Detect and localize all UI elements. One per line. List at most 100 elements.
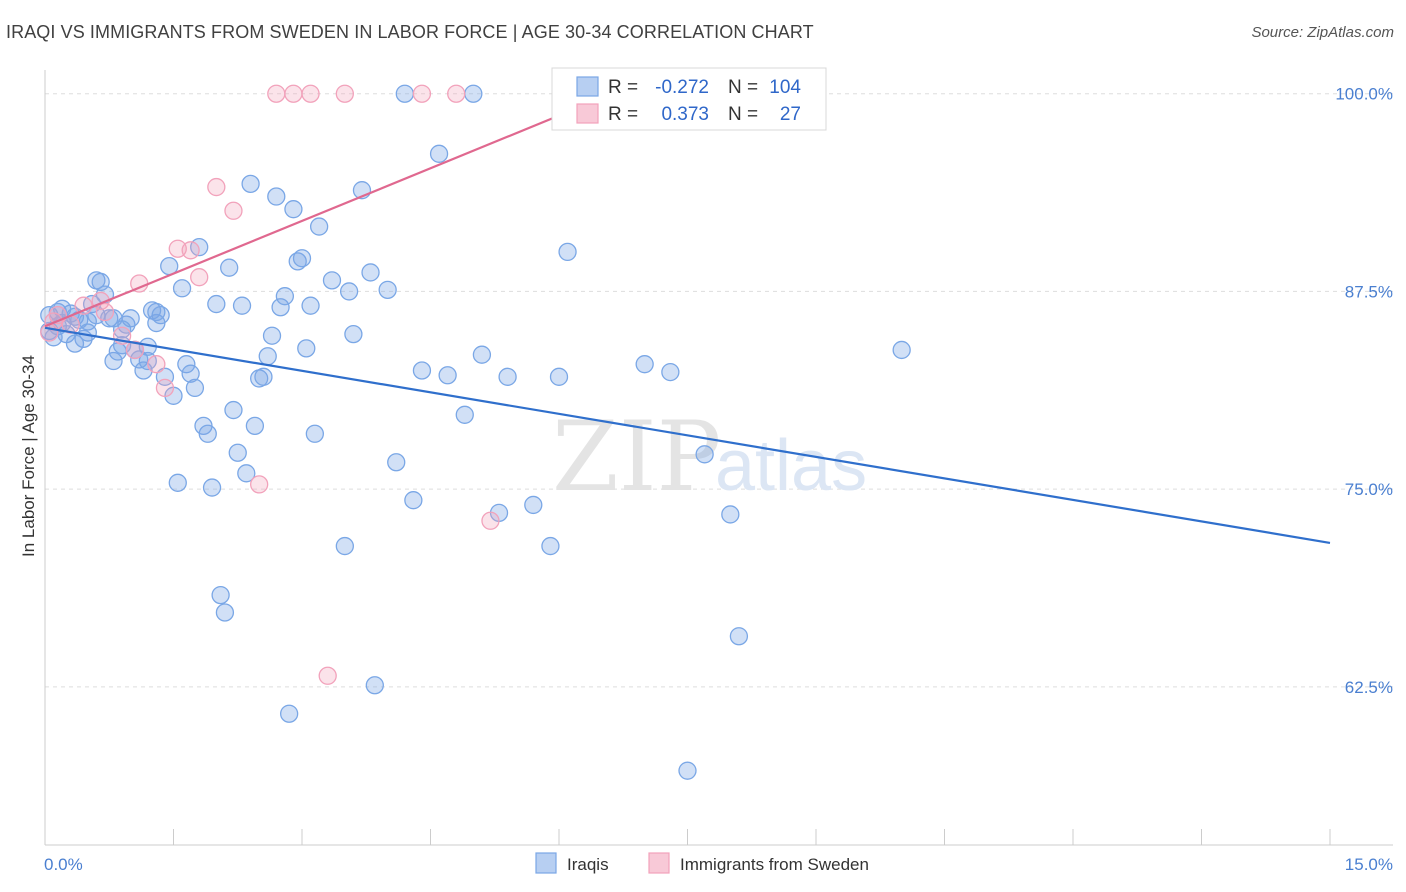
axes [44,70,1393,846]
point-sweden [147,355,166,374]
point-sweden [207,177,226,197]
point-iraqis [202,478,222,497]
point-iraqis [211,585,230,605]
point-iraqis [721,505,740,524]
series-legend: Iraqis Immigrants from Sweden [535,852,869,874]
point-iraqis [378,280,397,299]
y-tick-label: 75.0% [1345,480,1393,499]
point-iraqis [365,676,384,695]
point-iraqis [78,323,97,342]
point-iraqis [541,536,560,556]
point-iraqis [220,258,239,277]
stats-legend-box: R = -0.272 N = 104 R = 0.373 N = 27 [551,67,827,131]
point-iraqis [267,187,286,206]
stats-r-label-iraqis: R = [608,77,638,98]
point-iraqis [258,347,277,366]
legend-swatch-iraqis [535,852,557,874]
point-iraqis [412,361,432,380]
point-iraqis [635,355,654,374]
point-iraqis [181,364,200,383]
point-iraqis [198,424,217,443]
point-iraqis [558,242,577,262]
point-iraqis [104,351,123,371]
point-iraqis [301,296,320,315]
point-iraqis [232,296,252,315]
point-sweden [335,84,354,103]
grid-lines [45,93,1393,688]
point-sweden [190,268,209,287]
stats-r-label-sweden: R = [608,104,638,125]
point-iraqis [147,302,166,322]
point-sweden [412,84,432,103]
point-iraqis [168,473,187,492]
stats-n-value-sweden: 27 [780,104,801,125]
point-iraqis [429,144,449,163]
point-iraqis [344,324,363,344]
point-iraqis [172,279,192,298]
stats-n-label-sweden: N = [728,104,758,125]
x-tick-label-min: 0.0% [44,855,83,874]
y-tick-label: 100.0% [1335,85,1393,104]
point-iraqis [215,603,235,622]
watermark-zip: ZIP [552,401,721,513]
trend-line-iraqis [44,326,1331,544]
point-iraqis [498,367,517,386]
point-iraqis [678,761,697,780]
point-sweden [447,84,466,103]
stats-swatch-sweden [576,103,599,124]
stats-swatch-iraqis [576,76,599,97]
point-iraqis [207,294,226,314]
point-iraqis [464,84,483,103]
source-label: Source: ZipAtlas.com [1251,24,1394,41]
point-iraqis [65,334,85,353]
point-iraqis [309,217,329,236]
point-sweden [125,340,145,360]
point-iraqis [395,84,414,103]
point-sweden [481,511,500,530]
point-sweden [95,302,115,322]
point-iraqis [305,424,325,443]
point-iraqis [892,340,911,360]
chart-title: IRAQI VS IMMIGRANTS FROM SWEDEN IN LABOR… [6,22,814,42]
point-iraqis [185,378,205,398]
legend-swatch-sweden [648,852,670,874]
y-tick-label: 62.5% [1345,678,1393,697]
point-sweden [74,296,93,315]
point-iraqis [271,298,290,317]
point-sweden [155,378,175,398]
point-iraqis [224,400,243,420]
stats-r-value-sweden: 0.373 [661,104,709,125]
y-axis-label: In Labor Force | Age 30-34 [19,355,38,557]
point-iraqis [237,464,256,483]
point-iraqis [524,495,543,515]
point-sweden [250,475,269,494]
point-iraqis [241,174,260,194]
point-sweden [267,84,286,103]
watermark-atlas: atlas [715,426,867,506]
point-iraqis [297,339,316,358]
legend-label-iraqis: Iraqis [567,855,609,874]
point-sweden [284,84,303,103]
point-sweden [301,84,320,103]
point-sweden [318,666,337,685]
point-iraqis [112,320,132,339]
point-iraqis [661,362,680,382]
stats-n-label-iraqis: N = [728,77,758,98]
point-iraqis [438,366,457,385]
point-sweden [181,241,200,260]
point-iraqis [335,536,354,556]
point-iraqis [177,355,196,374]
point-iraqis [228,443,247,462]
stats-n-value-iraqis: 104 [769,77,801,98]
point-iraqis [275,287,295,306]
y-tick-labels: 62.5% 75.0% 87.5% 100.0% [1335,85,1393,697]
stats-r-value-iraqis: -0.272 [655,77,709,98]
point-iraqis [729,627,749,646]
point-sweden [224,201,243,220]
point-iraqis [549,367,569,386]
point-iraqis [245,416,265,436]
point-iraqis [279,704,299,723]
legend-label-sweden: Immigrants from Sweden [680,855,869,874]
y-tick-label: 87.5% [1345,282,1393,301]
